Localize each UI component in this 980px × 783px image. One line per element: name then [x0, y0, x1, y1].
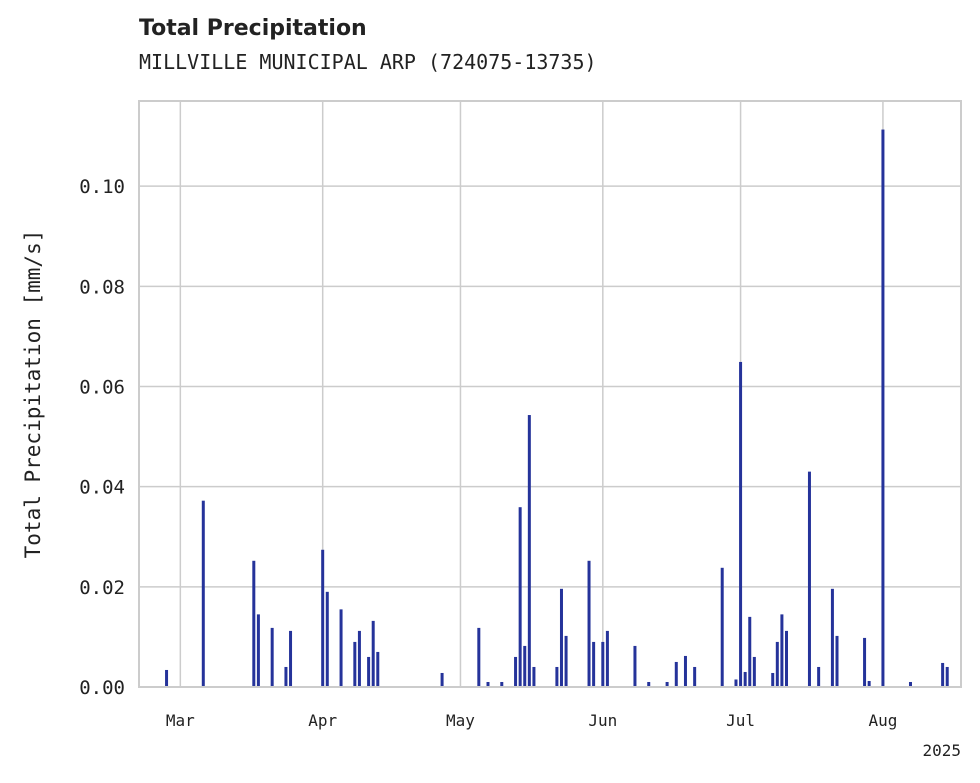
x-tick-label: Jul [726, 711, 755, 730]
y-axis-ticks: 0.00 0.02 0.04 0.06 0.08 0.10 [79, 176, 125, 699]
precipitation-bar [514, 656, 518, 687]
precipitation-bar [881, 129, 885, 688]
precipitation-bar [339, 609, 343, 687]
precipitation-bar [867, 680, 871, 687]
plot-frame [138, 100, 962, 688]
precipitation-bar [357, 630, 361, 687]
x-tick-label: Jun [588, 711, 617, 730]
precipitation-bar [353, 641, 357, 687]
precipitation-bar [784, 630, 788, 687]
y-tick-label: 0.08 [79, 276, 125, 298]
precipitation-bar [945, 666, 949, 687]
precipitation-bar [720, 567, 724, 687]
precipitation-bar [665, 681, 669, 687]
precipitation-bar [289, 630, 293, 687]
precipitation-bar [367, 656, 371, 687]
precipitation-bar [674, 661, 678, 687]
chart-title: Total Precipitation [139, 16, 367, 41]
precipitation-bar [752, 656, 756, 687]
precipitation-bar [830, 588, 834, 687]
precipitation-bars [165, 129, 949, 688]
precipitation-bar [284, 666, 288, 687]
precipitation-bar [835, 635, 839, 687]
precipitation-bar [440, 672, 444, 687]
precipitation-bar [739, 361, 743, 687]
precipitation-bar [587, 560, 591, 687]
precipitation-bar [564, 635, 568, 687]
x-tick-label: Aug [868, 711, 897, 730]
precipitation-bar [734, 679, 738, 687]
precipitation-bar [252, 560, 256, 687]
x-tick-label: Apr [308, 711, 337, 730]
y-axis-label: Total Precipitation [mm/s] [21, 230, 45, 559]
precipitation-bar [817, 666, 821, 687]
precipitation-bar [555, 666, 559, 687]
y-tick-label: 0.10 [79, 176, 125, 198]
y-tick-label: 0.02 [79, 577, 125, 599]
precipitation-bar [325, 591, 329, 687]
precipitation-bar [256, 614, 260, 687]
precipitation-bar [605, 630, 609, 687]
x-tick-label: May [446, 711, 475, 730]
precipitation-bar [527, 415, 531, 687]
precipitation-bar [559, 588, 563, 687]
precipitation-bar [748, 616, 752, 687]
precipitation-bar [908, 681, 912, 687]
precipitation-bar [321, 549, 325, 687]
precipitation-bar [771, 672, 775, 687]
precipitation-bar [371, 620, 375, 687]
precipitation-bar [201, 500, 205, 687]
precipitation-bar [775, 641, 779, 687]
precipitation-bar [165, 669, 169, 687]
y-tick-label: 0.04 [79, 477, 125, 499]
y-tick-label: 0.06 [79, 376, 125, 398]
x-axis-ticks: Mar Apr May Jun Jul Aug [166, 711, 898, 730]
grid-lines [139, 101, 961, 687]
x-tick-label: Mar [166, 711, 195, 730]
chart-subtitle: MILLVILLE MUNICIPAL ARP (724075-13735) [139, 50, 597, 74]
precipitation-bar [863, 637, 867, 687]
precipitation-bar [683, 655, 687, 687]
precipitation-bar [592, 641, 596, 687]
precipitation-bar [780, 614, 784, 687]
precipitation-bar [486, 681, 490, 687]
y-tick-label: 0.00 [79, 677, 125, 699]
precipitation-bar [477, 627, 481, 687]
precipitation-bar [633, 645, 637, 687]
precipitation-bar [270, 627, 274, 687]
precipitation-bar [807, 471, 811, 687]
precipitation-bar [941, 662, 945, 687]
precipitation-bar [647, 681, 651, 687]
precipitation-bar [601, 641, 605, 687]
precipitation-bar [743, 671, 747, 687]
precipitation-bar [376, 651, 380, 687]
precipitation-bar [518, 507, 522, 687]
x-axis-year-label: 2025 [922, 741, 961, 760]
precipitation-bar [532, 666, 536, 687]
precipitation-bar [500, 681, 504, 687]
precipitation-bar [523, 645, 527, 687]
precipitation-bar [693, 666, 697, 687]
